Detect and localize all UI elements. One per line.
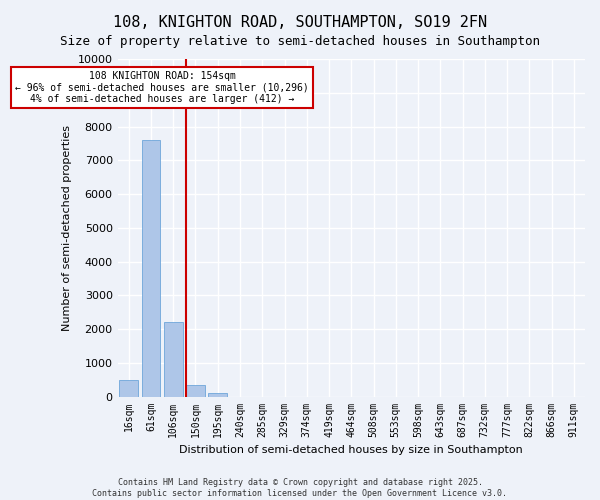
Y-axis label: Number of semi-detached properties: Number of semi-detached properties: [62, 125, 72, 331]
Text: Contains HM Land Registry data © Crown copyright and database right 2025.
Contai: Contains HM Land Registry data © Crown c…: [92, 478, 508, 498]
Bar: [119, 380, 138, 396]
Bar: [208, 393, 227, 396]
Bar: [186, 384, 205, 396]
Text: Size of property relative to semi-detached houses in Southampton: Size of property relative to semi-detach…: [60, 35, 540, 48]
Bar: [142, 140, 160, 396]
Text: 108 KNIGHTON ROAD: 154sqm
← 96% of semi-detached houses are smaller (10,296)
4% : 108 KNIGHTON ROAD: 154sqm ← 96% of semi-…: [15, 71, 309, 104]
Bar: [164, 322, 182, 396]
X-axis label: Distribution of semi-detached houses by size in Southampton: Distribution of semi-detached houses by …: [179, 445, 523, 455]
Text: 108, KNIGHTON ROAD, SOUTHAMPTON, SO19 2FN: 108, KNIGHTON ROAD, SOUTHAMPTON, SO19 2F…: [113, 15, 487, 30]
